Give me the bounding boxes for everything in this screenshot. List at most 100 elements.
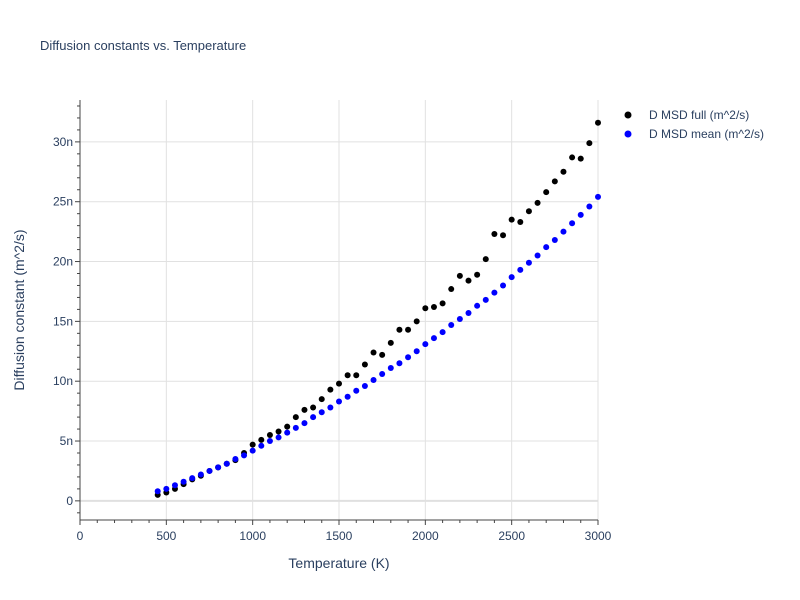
data-point[interactable]: [456, 315, 463, 322]
data-point[interactable]: [543, 244, 550, 251]
data-point[interactable]: [223, 460, 230, 467]
data-points: [154, 119, 601, 498]
data-point[interactable]: [396, 326, 403, 333]
data-point[interactable]: [534, 252, 541, 259]
data-point[interactable]: [525, 208, 532, 215]
data-point[interactable]: [430, 304, 437, 311]
data-point[interactable]: [258, 442, 265, 449]
data-point[interactable]: [353, 372, 360, 379]
data-point[interactable]: [405, 326, 412, 333]
data-point[interactable]: [517, 266, 524, 273]
data-point[interactable]: [379, 351, 386, 358]
data-point[interactable]: [508, 274, 515, 281]
data-point[interactable]: [241, 452, 248, 459]
data-point[interactable]: [344, 393, 351, 400]
legend[interactable]: D MSD full (m^2/s) D MSD mean (m^2/s): [624, 108, 764, 141]
data-point[interactable]: [258, 436, 265, 443]
data-point[interactable]: [569, 154, 576, 161]
data-point[interactable]: [586, 140, 593, 147]
data-point[interactable]: [465, 277, 472, 284]
data-point[interactable]: [361, 382, 368, 389]
data-point[interactable]: [292, 424, 299, 431]
data-point[interactable]: [491, 289, 498, 296]
data-point[interactable]: [249, 447, 256, 454]
data-point[interactable]: [215, 464, 222, 471]
legend-item-mean[interactable]: D MSD mean (m^2/s): [624, 127, 764, 141]
data-point[interactable]: [344, 372, 351, 379]
data-point[interactable]: [413, 348, 420, 355]
data-point[interactable]: [560, 168, 567, 175]
data-point[interactable]: [301, 420, 308, 427]
data-point[interactable]: [292, 414, 299, 421]
data-point[interactable]: [171, 482, 178, 489]
data-point[interactable]: [543, 189, 550, 196]
data-point[interactable]: [318, 409, 325, 416]
data-point[interactable]: [336, 398, 342, 405]
data-point[interactable]: [361, 361, 368, 368]
data-point[interactable]: [430, 335, 437, 342]
data-point[interactable]: [569, 220, 576, 227]
data-point[interactable]: [318, 396, 325, 403]
legend-marker-mean: [624, 130, 632, 138]
data-point[interactable]: [456, 272, 463, 279]
data-point[interactable]: [336, 380, 342, 387]
data-point[interactable]: [284, 423, 291, 430]
data-point[interactable]: [577, 155, 584, 162]
data-point[interactable]: [534, 199, 541, 206]
data-point[interactable]: [525, 259, 532, 266]
data-point[interactable]: [595, 193, 601, 200]
data-point[interactable]: [448, 321, 455, 328]
data-point[interactable]: [327, 386, 334, 393]
data-point[interactable]: [474, 302, 481, 309]
data-point[interactable]: [180, 478, 187, 485]
data-point[interactable]: [353, 387, 360, 394]
data-point[interactable]: [595, 119, 601, 126]
data-point[interactable]: [154, 488, 161, 495]
data-point[interactable]: [327, 404, 334, 411]
data-point[interactable]: [482, 256, 489, 263]
data-point[interactable]: [551, 178, 558, 185]
data-point[interactable]: [232, 455, 239, 462]
data-point[interactable]: [491, 231, 498, 238]
data-point[interactable]: [379, 371, 386, 378]
data-point[interactable]: [163, 485, 170, 492]
x-tick-label: 0: [77, 529, 84, 543]
data-point[interactable]: [500, 282, 507, 289]
data-point[interactable]: [387, 365, 394, 372]
data-point[interactable]: [586, 203, 593, 210]
data-point[interactable]: [284, 429, 291, 436]
data-point[interactable]: [370, 377, 377, 383]
data-point[interactable]: [422, 341, 429, 348]
data-point[interactable]: [310, 414, 317, 421]
legend-item-full[interactable]: D MSD full (m^2/s): [624, 108, 750, 122]
data-point[interactable]: [266, 432, 273, 439]
y-tick-label: 10n: [53, 374, 73, 388]
data-point[interactable]: [197, 471, 204, 478]
data-point[interactable]: [508, 216, 515, 223]
data-point[interactable]: [448, 286, 455, 293]
data-point[interactable]: [465, 309, 472, 316]
data-point[interactable]: [301, 406, 308, 413]
data-point[interactable]: [551, 237, 558, 243]
data-point[interactable]: [266, 438, 273, 445]
data-point[interactable]: [310, 404, 317, 411]
data-point[interactable]: [517, 219, 524, 226]
data-point[interactable]: [474, 271, 481, 278]
data-point[interactable]: [439, 300, 446, 307]
data-point[interactable]: [577, 211, 584, 218]
data-point[interactable]: [275, 434, 282, 441]
data-point[interactable]: [249, 441, 256, 448]
data-point[interactable]: [206, 467, 213, 474]
data-point[interactable]: [275, 428, 282, 435]
data-point[interactable]: [560, 228, 567, 235]
data-point[interactable]: [396, 360, 403, 367]
data-point[interactable]: [439, 329, 446, 336]
data-point[interactable]: [370, 349, 377, 356]
data-point[interactable]: [189, 475, 196, 482]
data-point[interactable]: [387, 339, 394, 346]
data-point[interactable]: [482, 296, 489, 303]
data-point[interactable]: [405, 354, 412, 361]
data-point[interactable]: [500, 232, 507, 239]
data-point[interactable]: [413, 318, 420, 325]
data-point[interactable]: [422, 305, 429, 312]
